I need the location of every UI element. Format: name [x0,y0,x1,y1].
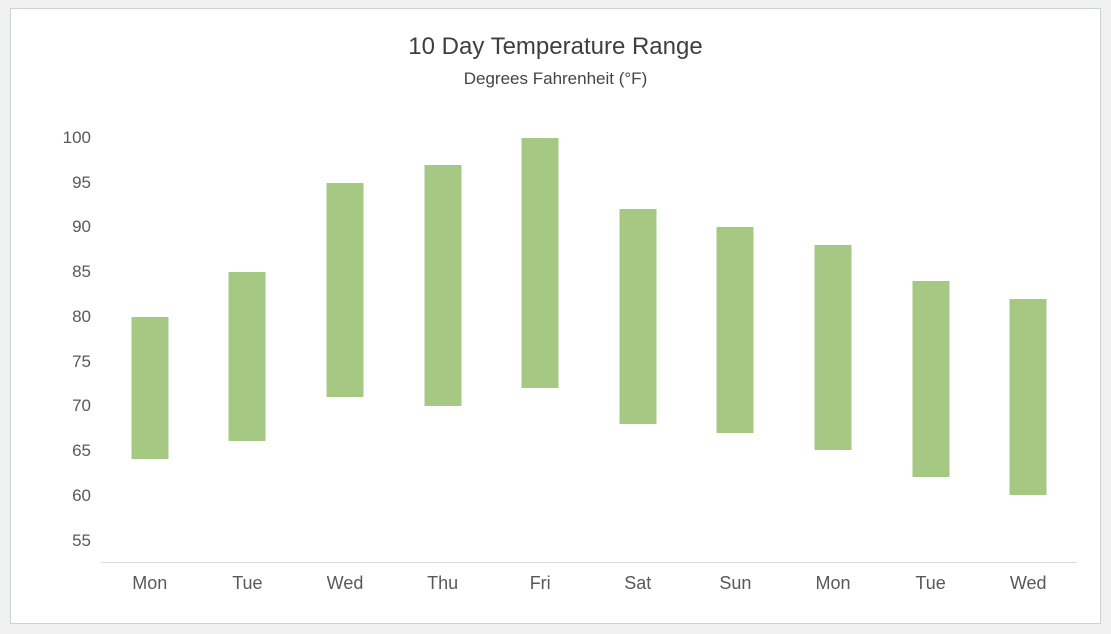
x-axis-tick-label: Tue [232,573,263,593]
y-axis-tick-label: 80 [72,306,91,326]
y-axis-tick-label: 70 [72,396,91,416]
y-axis-tick-label: 90 [72,217,91,237]
y-axis: 100 95 90 85 80 75 70 65 60 55 [11,128,91,563]
range-bar-wed-9 [1009,298,1047,496]
x-axis-tick-label: Sat [624,573,652,593]
temperature-range-chart-panel: 10 Day Temperature Range Degrees Fahrenh… [10,8,1101,624]
y-axis-tick-label: 75 [72,351,91,371]
y-axis-tick-label: 65 [72,441,91,461]
plot-area [101,138,1077,563]
x-axis-tick-label: Mon [815,573,851,593]
y-axis-tick-label: 55 [72,530,91,550]
x-axis-tick-label: Fri [529,573,551,593]
y-axis-tick-label: 100 [62,128,91,147]
x-axis-tick-label: Mon [132,573,168,593]
x-axis-tick-label: Tue [915,573,946,593]
y-axis-tick-label: 85 [72,262,91,282]
y-axis-tick-label: 95 [72,172,91,192]
chart-subtitle: Degrees Fahrenheit (°F) [463,69,648,88]
range-bar-sun-6 [716,227,754,433]
range-bar-tue-1 [228,271,266,442]
range-bar-mon-0 [131,316,169,460]
x-axis: Mon Tue Wed Thu Fri Sat Sun Mon Tue Wed [101,565,1077,601]
range-bar-fri-4 [521,138,559,388]
x-axis-tick-label: Sun [719,573,752,593]
x-axis-tick-label: Wed [1009,573,1047,593]
x-axis-tick-label: Wed [326,573,364,593]
range-bar-wed-2 [326,182,364,397]
x-axis-tick-label: Thu [427,573,459,593]
range-bar-thu-3 [424,164,462,406]
y-axis-tick-label: 60 [72,485,91,505]
range-bar-sat-5 [619,209,657,424]
chart-title: 10 Day Temperature Range [408,33,703,60]
range-bar-tue-8 [912,280,950,478]
range-bar-mon-7 [814,245,852,451]
